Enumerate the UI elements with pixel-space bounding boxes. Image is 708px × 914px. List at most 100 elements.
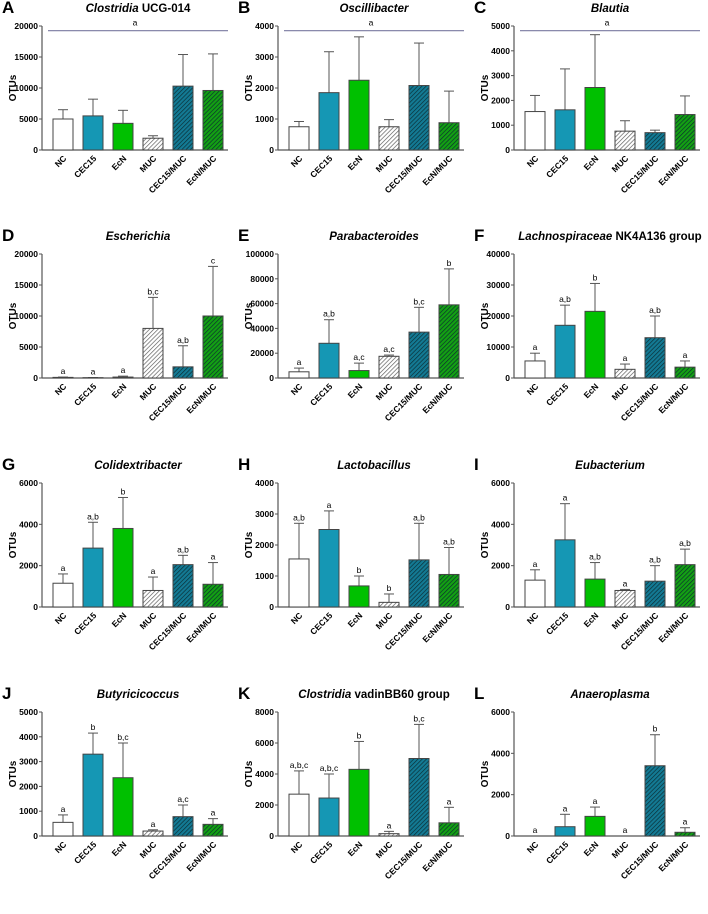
y-tick-label: 0	[505, 602, 510, 612]
x-tick-label: EcN/MUC	[656, 610, 690, 644]
bar-nc	[525, 580, 545, 607]
bar-ecn-muc	[203, 90, 223, 150]
panel-letter: D	[2, 226, 14, 246]
bar-cec15-muc	[409, 86, 429, 150]
bar-cec15-muc	[173, 565, 193, 607]
x-tick-label: NC	[289, 839, 305, 855]
x-tick-label: MUC	[138, 381, 159, 402]
x-tick-label: MUC	[138, 153, 159, 174]
x-tick-label: NC	[289, 610, 305, 626]
significance-letter: b	[91, 722, 96, 732]
significance-letter: a,b	[679, 538, 691, 548]
panel-letter: E	[238, 226, 249, 246]
significance-letter: a	[533, 342, 538, 352]
chart-title: Oscillibacter	[276, 3, 472, 15]
x-tick-label: CEC15	[308, 839, 335, 866]
chart-title: Clostridia UCG-014	[40, 3, 236, 15]
bar-ecn	[113, 123, 133, 150]
significance-letter: a	[297, 357, 302, 367]
significance-letter: b	[357, 730, 362, 740]
bar-ecn-muc	[203, 584, 223, 607]
y-axis-label: OTUs	[8, 760, 19, 787]
chart-title: Lachnospiraceae NK4A136 group	[512, 231, 708, 243]
bar-ecn	[113, 377, 133, 378]
significance-letter: a,b	[87, 511, 99, 521]
x-tick-label: NC	[53, 610, 69, 626]
y-tick-label: 0	[33, 145, 38, 155]
bar-chart: 05000100001500020000OTUsaNCaCEC15aEcNb,c…	[0, 228, 236, 456]
significance-letter: a	[623, 578, 628, 588]
significance-letter: a,b	[589, 552, 601, 562]
x-tick-label: CEC15	[544, 839, 571, 866]
bar-ecn-muc	[675, 832, 695, 836]
significance-letter: a,b	[293, 512, 305, 522]
bar-cec15	[319, 798, 339, 836]
bar-chart: 0200040006000OTUsaNCaCEC15aEcNaMUCbCEC15…	[472, 686, 708, 914]
bar-cec15	[83, 548, 103, 607]
significance-letter: a,b	[323, 309, 335, 319]
y-tick-label: 5000	[19, 114, 38, 124]
y-tick-label: 0	[505, 145, 510, 155]
y-tick-label: 1000	[491, 120, 510, 130]
panel-letter: L	[474, 684, 484, 704]
panel-letter: C	[474, 0, 486, 18]
bar-chart: 010000200003000040000OTUsaNCa,bCEC15bEcN…	[472, 228, 708, 456]
chart-title: Clostridia vadinBB60 group	[276, 689, 472, 701]
significance-letter: a	[151, 566, 156, 576]
bar-nc	[53, 119, 73, 150]
significance-letter: a,b	[177, 544, 189, 554]
y-tick-label: 10000	[486, 342, 510, 352]
bar-muc	[615, 369, 635, 378]
x-tick-label: NC	[525, 839, 541, 855]
significance-letter: a,b,c	[320, 763, 339, 773]
significance-letter: a	[593, 796, 598, 806]
significance-letter: a	[605, 18, 610, 28]
bar-cec15-muc	[409, 332, 429, 378]
bar-nc	[289, 794, 309, 836]
bar-ecn	[349, 371, 369, 378]
bar-cec15-muc	[173, 817, 193, 836]
y-axis-label: OTUs	[480, 302, 491, 329]
bar-ecn-muc	[203, 316, 223, 378]
bar-cec15	[319, 93, 339, 150]
bar-muc	[143, 831, 163, 836]
bar-ecn	[349, 80, 369, 150]
significance-letter: a,b	[413, 512, 425, 522]
bar-ecn	[349, 769, 369, 836]
title-taxon: Eubacterium	[575, 460, 645, 472]
bar-nc	[53, 822, 73, 836]
y-tick-label: 8000	[255, 707, 274, 717]
significance-letter: b	[387, 583, 392, 593]
bar-cec15-muc	[645, 581, 665, 607]
y-tick-label: 3000	[19, 757, 38, 767]
chart-title: Butyricicoccus	[40, 689, 236, 701]
bar-nc	[289, 127, 309, 150]
y-tick-label: 6000	[491, 478, 510, 488]
panel-letter: J	[2, 684, 11, 704]
bar-ecn	[585, 816, 605, 836]
significance-letter: a	[211, 808, 216, 818]
y-axis-label: OTUs	[480, 531, 491, 558]
bar-ecn	[585, 579, 605, 607]
bar-muc	[615, 590, 635, 607]
y-tick-label: 2000	[255, 540, 274, 550]
title-taxon: Oscillibacter	[339, 3, 408, 15]
bar-cec15	[83, 116, 103, 150]
x-tick-label: MUC	[374, 381, 395, 402]
x-tick-label: NC	[53, 839, 69, 855]
x-tick-label: NC	[53, 381, 69, 397]
bar-ecn-muc	[675, 565, 695, 607]
x-tick-label: MUC	[374, 839, 395, 860]
bar-nc	[289, 372, 309, 378]
y-tick-label: 3000	[491, 71, 510, 81]
y-tick-label: 2000	[19, 561, 38, 571]
x-tick-label: EcN/MUC	[184, 839, 218, 873]
bar-cec15-muc	[173, 86, 193, 150]
y-tick-label: 5000	[19, 707, 38, 717]
